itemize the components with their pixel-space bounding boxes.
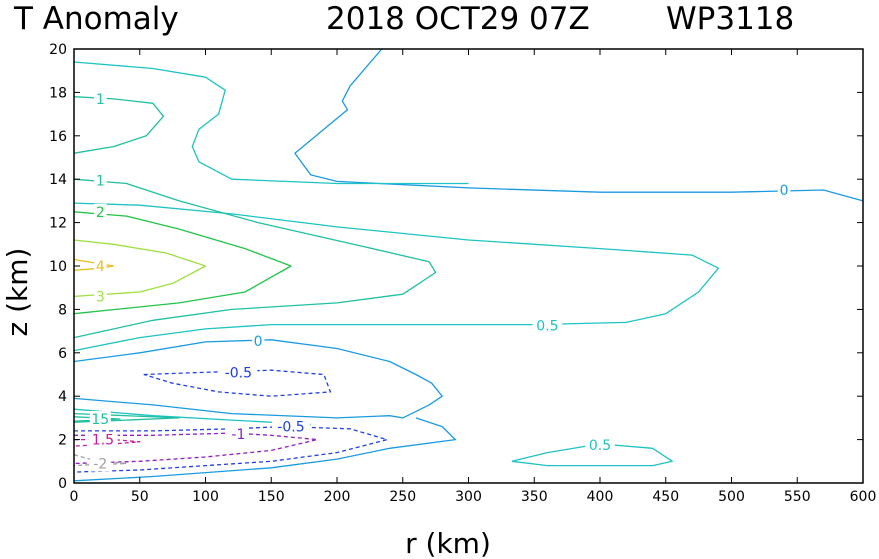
contour-line-18: [73, 416, 121, 422]
contour-label-bg: [89, 455, 111, 472]
contour-line-8: [73, 178, 437, 339]
y-tick-label: 4: [58, 389, 67, 405]
contour-label-bg: [94, 172, 107, 189]
contour-line-7: [73, 96, 165, 154]
contour-line-3: [73, 61, 469, 185]
contour-label-bg: [88, 431, 118, 448]
y-tick-label: 6: [58, 346, 67, 362]
y-tick-label: 20: [49, 42, 67, 58]
contour-label-bg: [94, 90, 107, 107]
contour-label-layer: 0 0 0.5 0.5 1 1 2 3 4 -0.5 -0.5 -1 1.5 -2 15: [88, 90, 791, 472]
contour-line-11: [73, 239, 207, 298]
contour-label-bg: [251, 332, 265, 349]
contour-label-1-0: 0: [254, 334, 263, 350]
x-tick-label: 450: [652, 489, 679, 505]
y-axis-label: z (km): [1, 248, 34, 337]
contour-label-18-0: 15: [91, 412, 109, 428]
y-tick-label: 18: [49, 85, 67, 101]
x-tick-label: 600: [850, 489, 877, 505]
contour-line-1: [73, 339, 443, 419]
y-tick-label: 10: [49, 259, 67, 275]
contour-line-6: [73, 408, 311, 426]
contour-label-bg: [94, 288, 107, 305]
contour-label-bg: [227, 426, 249, 443]
x-tick-label: 50: [131, 489, 149, 505]
contour-label-11-0: 3: [96, 289, 105, 305]
contour-label-bg: [219, 364, 258, 381]
contour-label-bg: [94, 203, 107, 220]
chart-datetime: 2018 OCT29 07Z: [326, 1, 590, 37]
contour-label-bg: [585, 437, 615, 454]
contour-line-15: [73, 432, 318, 465]
x-tick-label: 300: [455, 489, 482, 505]
contour-label-bg: [89, 410, 111, 427]
contour-label-14-0: -0.5: [277, 420, 304, 436]
contour-line-17: [73, 454, 128, 467]
contour-label-bg: [271, 418, 310, 435]
x-tick-label: 200: [324, 489, 351, 505]
x-tick-label: 350: [521, 489, 548, 505]
contour-label-bg: [532, 317, 563, 334]
contour-label-16-0: 1.5: [92, 433, 114, 449]
chart-variable-title: T Anomaly: [13, 1, 179, 37]
y-tick-label: 8: [58, 302, 67, 318]
contour-label-17-0: -2: [93, 456, 107, 472]
contour-label-8-0: 1: [96, 173, 105, 189]
x-tick-label: 0: [70, 489, 79, 505]
x-tick-label: 550: [784, 489, 811, 505]
contour-line-14: [73, 425, 388, 473]
x-axis-label: r (km): [405, 527, 491, 559]
contour-line-13: [143, 369, 332, 397]
contour-label-5-0: 0.5: [589, 438, 611, 454]
x-tick-label: 400: [587, 489, 614, 505]
contour-line-5: [511, 443, 673, 467]
y-tick-label: 16: [49, 129, 67, 145]
contour-label-bg: [94, 258, 107, 274]
x-tick-label: 100: [192, 489, 219, 505]
contour-line-0: [294, 48, 864, 202]
contour-line-12: [73, 258, 115, 271]
x-tick-label: 250: [389, 489, 416, 505]
x-axis-ticks: 0 50 100 150 200 250 300 350 400 450 500 550 600: [70, 49, 877, 505]
contour-line-2: [73, 417, 457, 482]
contour-line-10: [73, 211, 292, 315]
contour-label-bg: [777, 182, 791, 199]
y-tick-label: 14: [49, 172, 67, 188]
contour-line-4: [73, 202, 720, 352]
contour-label-7-0: 1: [96, 92, 105, 108]
contour-label-13-0: -0.5: [225, 365, 252, 381]
contour-label-0-0: 0: [780, 183, 789, 199]
contour-label-12-0: 4: [96, 259, 105, 275]
y-tick-label: 12: [49, 216, 67, 232]
contour-label-15-0: -1: [231, 427, 245, 443]
y-tick-label: 0: [58, 476, 67, 492]
chart-storm-id: WP3118: [666, 1, 794, 37]
contour-layer: [73, 48, 864, 482]
contour-label-10-0: 2: [96, 205, 105, 221]
contour-label-4-0: 0.5: [536, 319, 558, 335]
x-tick-label: 500: [718, 489, 745, 505]
x-tick-label: 150: [258, 489, 285, 505]
y-tick-label: 2: [58, 433, 67, 449]
